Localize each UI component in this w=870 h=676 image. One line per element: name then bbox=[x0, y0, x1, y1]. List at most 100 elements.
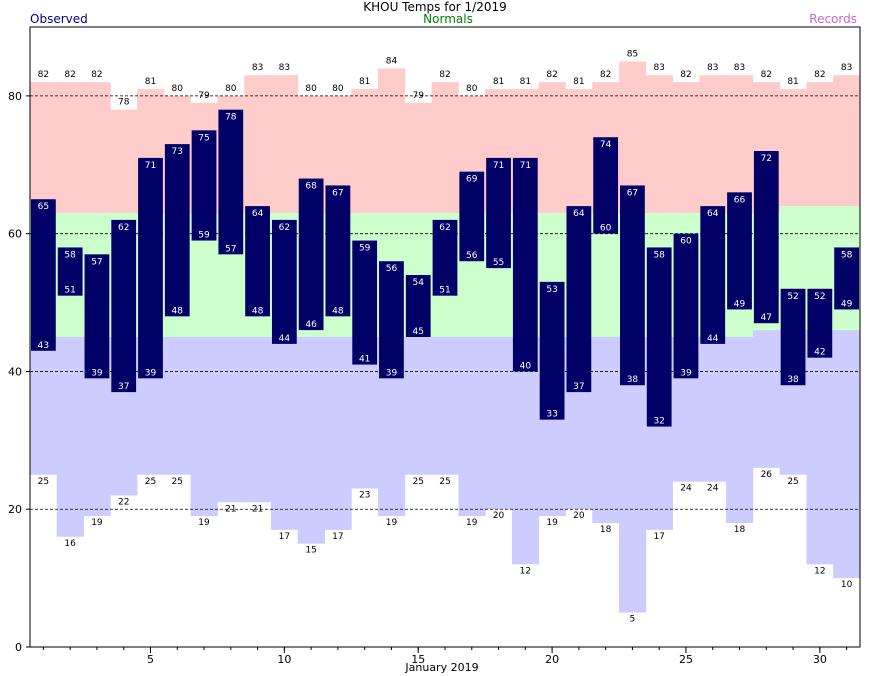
record-low-label-day-17: 19 bbox=[466, 518, 478, 528]
record-high-band-day-16 bbox=[431, 82, 459, 213]
observed-low-label-day-2: 51 bbox=[64, 286, 75, 296]
observed-high-label-day-1: 65 bbox=[38, 202, 49, 212]
record-high-band-day-31 bbox=[833, 75, 861, 207]
x-tick-label-10: 10 bbox=[277, 653, 291, 666]
observed-high-label-day-22: 74 bbox=[600, 140, 612, 150]
record-low-band-day-30 bbox=[806, 330, 834, 565]
record-low-band-day-2 bbox=[56, 337, 84, 537]
x-tick-label-5: 5 bbox=[147, 653, 154, 666]
observed-bar-day-27 bbox=[727, 192, 752, 310]
x-tick-label-25: 25 bbox=[679, 653, 693, 666]
record-low-label-day-16: 25 bbox=[439, 477, 450, 487]
record-high-label-day-18: 81 bbox=[493, 77, 504, 87]
observed-bar-day-11 bbox=[298, 178, 324, 331]
observed-low-label-day-18: 55 bbox=[493, 258, 504, 268]
record-low-label-day-31: 10 bbox=[841, 580, 853, 590]
record-high-label-day-12: 80 bbox=[332, 84, 344, 94]
observed-high-label-day-28: 72 bbox=[761, 154, 772, 164]
record-high-label-day-25: 82 bbox=[680, 70, 691, 80]
x-tick-label-30: 30 bbox=[813, 653, 827, 666]
record-low-label-day-5: 25 bbox=[145, 477, 156, 487]
record-low-label-day-29: 25 bbox=[787, 477, 798, 487]
observed-bar-day-12 bbox=[325, 185, 351, 317]
record-low-band-day-12 bbox=[324, 337, 352, 530]
observed-high-label-day-3: 57 bbox=[91, 257, 102, 267]
observed-bar-day-28 bbox=[753, 151, 779, 324]
observed-low-label-day-5: 39 bbox=[145, 368, 157, 378]
observed-bar-day-22 bbox=[593, 137, 619, 234]
record-high-label-day-22: 82 bbox=[600, 70, 611, 80]
record-low-band-day-7 bbox=[190, 337, 218, 517]
record-low-band-day-28 bbox=[752, 330, 781, 468]
observed-bar-day-29 bbox=[780, 288, 806, 386]
record-low-label-day-1: 25 bbox=[38, 477, 49, 487]
observed-low-label-day-4: 37 bbox=[118, 382, 129, 392]
observed-bar-day-5 bbox=[138, 157, 163, 379]
record-high-label-day-6: 80 bbox=[172, 84, 184, 94]
observed-high-label-day-25: 60 bbox=[680, 237, 692, 247]
record-low-label-day-25: 24 bbox=[680, 484, 692, 494]
observed-low-label-day-3: 39 bbox=[91, 368, 103, 378]
record-low-label-day-20: 19 bbox=[546, 518, 558, 528]
observed-low-label-day-29: 38 bbox=[787, 375, 799, 385]
record-high-band-day-3 bbox=[83, 82, 111, 213]
record-high-band-day-21 bbox=[565, 89, 593, 213]
observed-bar-day-23 bbox=[620, 185, 645, 386]
observed-low-label-day-14: 39 bbox=[386, 368, 398, 378]
observed-bar-day-20 bbox=[539, 281, 565, 420]
observed-high-label-day-6: 73 bbox=[172, 147, 183, 157]
observed-bar-day-25 bbox=[673, 233, 699, 379]
record-low-label-day-18: 20 bbox=[493, 511, 505, 521]
observed-low-label-day-21: 37 bbox=[573, 382, 584, 392]
observed-bar-day-2 bbox=[57, 247, 83, 296]
record-high-label-day-14: 84 bbox=[386, 56, 398, 66]
record-high-label-day-5: 81 bbox=[145, 77, 156, 87]
record-high-label-day-28: 82 bbox=[761, 70, 772, 80]
record-low-label-day-3: 19 bbox=[91, 518, 103, 528]
record-low-label-day-4: 22 bbox=[118, 497, 129, 507]
record-high-label-day-24: 83 bbox=[653, 63, 664, 73]
observed-high-label-day-9: 64 bbox=[252, 209, 264, 219]
observed-high-label-day-17: 69 bbox=[466, 175, 478, 185]
observed-low-label-day-11: 46 bbox=[305, 320, 317, 330]
observed-bar-day-6 bbox=[164, 144, 190, 317]
record-low-band-day-11 bbox=[297, 337, 325, 544]
observed-bar-day-8 bbox=[218, 109, 244, 255]
record-high-label-day-2: 82 bbox=[64, 70, 75, 80]
observed-high-label-day-26: 64 bbox=[707, 209, 719, 219]
observed-bar-day-14 bbox=[379, 261, 404, 379]
record-low-label-day-11: 15 bbox=[305, 546, 316, 556]
observed-bar-day-7 bbox=[191, 130, 217, 241]
record-low-label-day-21: 20 bbox=[573, 511, 585, 521]
record-low-band-day-27 bbox=[726, 337, 754, 523]
record-low-label-day-2: 16 bbox=[64, 539, 76, 549]
observed-low-label-day-30: 42 bbox=[814, 348, 825, 358]
record-low-band-day-15 bbox=[404, 337, 433, 475]
observed-high-label-day-16: 62 bbox=[439, 223, 450, 233]
observed-high-label-day-20: 53 bbox=[546, 285, 557, 295]
record-high-label-day-30: 82 bbox=[814, 70, 825, 80]
observed-low-label-day-16: 51 bbox=[439, 286, 450, 296]
observed-bar-day-30 bbox=[807, 288, 833, 358]
record-low-label-day-14: 19 bbox=[386, 518, 398, 528]
record-low-band-day-6 bbox=[163, 337, 192, 475]
record-low-band-day-31 bbox=[833, 330, 861, 579]
x-tick-label-15: 15 bbox=[411, 653, 425, 666]
record-low-label-day-23: 5 bbox=[630, 615, 636, 625]
observed-bar-day-18 bbox=[486, 157, 511, 269]
y-tick-label-40: 40 bbox=[8, 365, 22, 378]
record-high-band-day-10 bbox=[270, 75, 299, 213]
observed-high-label-day-5: 71 bbox=[145, 161, 156, 171]
x-tick-label-20: 20 bbox=[545, 653, 559, 666]
record-high-band-day-9 bbox=[244, 75, 272, 213]
record-high-label-day-23: 85 bbox=[627, 49, 638, 59]
record-low-label-day-30: 12 bbox=[814, 566, 825, 576]
record-high-label-day-10: 83 bbox=[279, 63, 290, 73]
observed-bar-day-1 bbox=[31, 199, 56, 351]
record-high-label-day-16: 82 bbox=[439, 70, 450, 80]
record-high-label-day-9: 83 bbox=[252, 63, 263, 73]
record-high-label-day-11: 80 bbox=[305, 84, 317, 94]
y-tick-label-20: 20 bbox=[8, 503, 22, 516]
legend-observed: Observed bbox=[30, 12, 88, 26]
observed-high-label-day-8: 78 bbox=[225, 113, 237, 123]
